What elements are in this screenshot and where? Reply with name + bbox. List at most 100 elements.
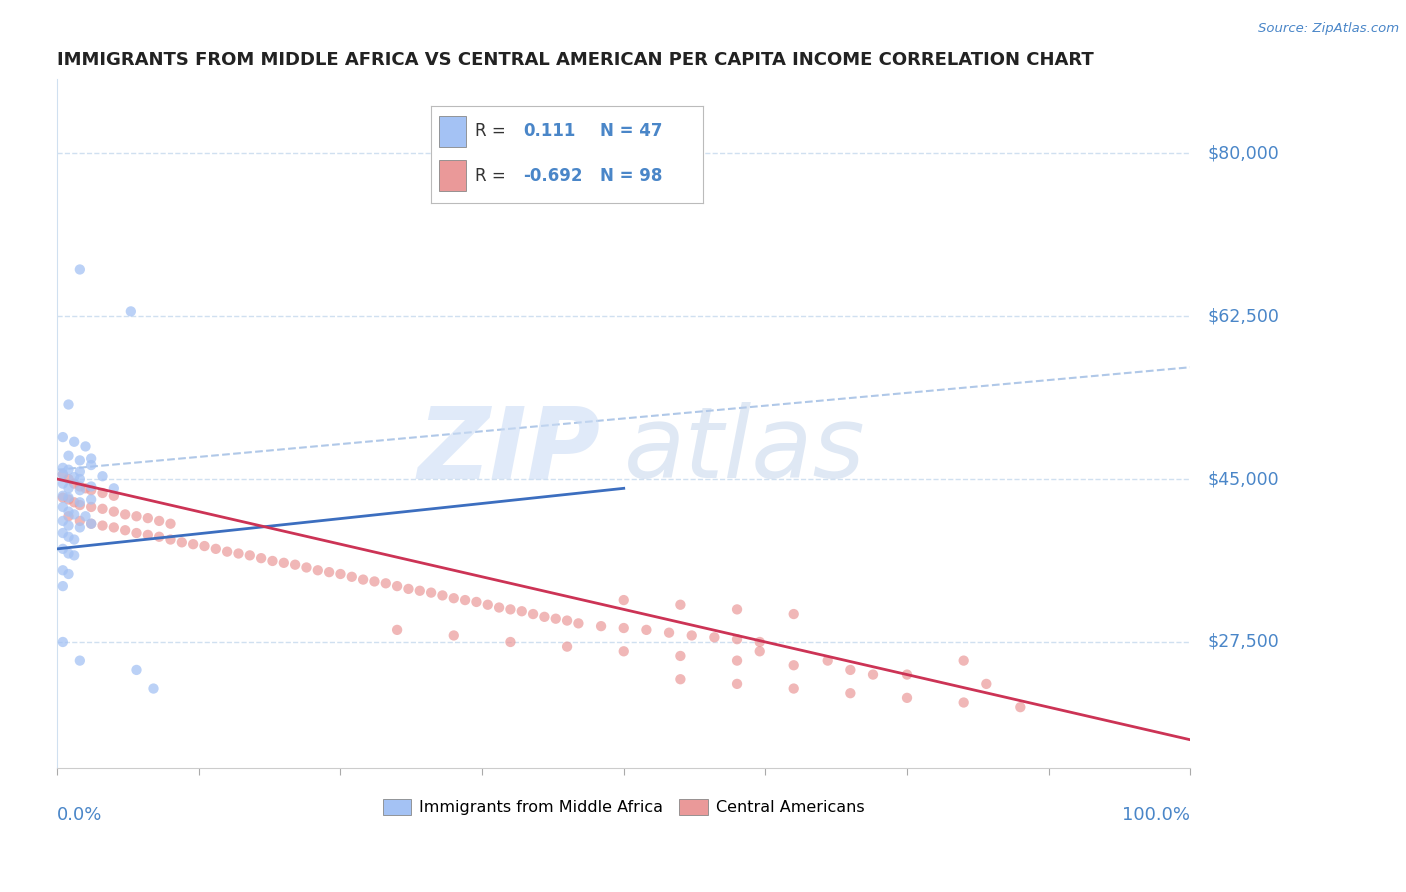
Point <box>374 576 396 591</box>
Point <box>52 500 75 514</box>
Point <box>58 492 80 507</box>
Point <box>52 460 75 475</box>
Point <box>52 635 75 649</box>
Point <box>318 565 340 579</box>
Point <box>58 472 80 486</box>
Point <box>613 644 636 658</box>
Point <box>80 492 103 507</box>
Point <box>114 523 136 537</box>
Point <box>58 530 80 544</box>
Point <box>125 526 148 541</box>
Point <box>58 463 80 477</box>
Point <box>658 625 681 640</box>
Point <box>69 479 91 493</box>
Point <box>103 489 125 503</box>
Point <box>817 654 839 668</box>
Point <box>80 483 103 498</box>
Text: Source: ZipAtlas.com: Source: ZipAtlas.com <box>1258 22 1399 36</box>
Point <box>120 304 142 318</box>
Point <box>725 602 748 616</box>
Point <box>80 479 103 493</box>
Text: $62,500: $62,500 <box>1208 307 1279 325</box>
Point <box>58 449 80 463</box>
Point <box>52 541 75 556</box>
Text: 0.0%: 0.0% <box>58 805 103 823</box>
Text: 100.0%: 100.0% <box>1122 805 1191 823</box>
Point <box>555 640 578 654</box>
Point <box>75 439 97 453</box>
Legend: Immigrants from Middle Africa, Central Americans: Immigrants from Middle Africa, Central A… <box>377 793 872 822</box>
Point <box>329 566 352 581</box>
Point <box>363 574 385 589</box>
Point <box>522 607 544 621</box>
Point <box>669 648 692 663</box>
Point <box>80 516 103 531</box>
Point <box>352 573 374 587</box>
Point <box>170 535 193 549</box>
Point <box>181 537 204 551</box>
Point <box>52 563 75 577</box>
Text: atlas: atlas <box>624 402 865 500</box>
Point <box>839 686 862 700</box>
Point <box>669 598 692 612</box>
Point <box>69 453 91 467</box>
Point <box>567 616 589 631</box>
Point <box>432 589 454 603</box>
Point <box>159 516 181 531</box>
Point <box>125 663 148 677</box>
Point <box>896 690 918 705</box>
Text: ZIP: ZIP <box>418 402 602 500</box>
Point <box>159 533 181 547</box>
Point <box>262 554 284 568</box>
Point <box>239 549 262 563</box>
Point <box>385 579 408 593</box>
Point <box>91 501 114 516</box>
Text: $27,500: $27,500 <box>1208 633 1279 651</box>
Point <box>952 654 974 668</box>
Point <box>91 486 114 500</box>
Point <box>273 556 295 570</box>
Point <box>136 528 159 542</box>
Point <box>80 500 103 514</box>
Point <box>896 667 918 681</box>
Point <box>783 607 806 621</box>
Point <box>69 472 91 486</box>
Point <box>69 654 91 668</box>
Point <box>69 514 91 528</box>
Point <box>69 483 91 498</box>
Point <box>58 481 80 495</box>
Point <box>783 681 806 696</box>
Point <box>465 595 488 609</box>
Text: $80,000: $80,000 <box>1208 145 1279 162</box>
Point <box>228 547 250 561</box>
Point <box>103 481 125 495</box>
Point <box>420 585 443 599</box>
Point <box>52 491 75 505</box>
Text: $45,000: $45,000 <box>1208 470 1279 488</box>
Point <box>136 511 159 525</box>
Point <box>63 508 86 522</box>
Point <box>510 604 533 618</box>
Point <box>69 498 91 512</box>
Point <box>477 598 499 612</box>
Point <box>250 551 273 566</box>
Point <box>52 526 75 541</box>
Point <box>63 495 86 509</box>
Point <box>398 582 420 596</box>
Point <box>52 514 75 528</box>
Point <box>443 628 465 642</box>
Point <box>69 262 91 277</box>
Point <box>52 476 75 491</box>
Point <box>748 635 770 649</box>
Point <box>52 467 75 482</box>
Point <box>63 434 86 449</box>
Point <box>148 514 170 528</box>
Point <box>142 681 165 696</box>
Point <box>533 610 555 624</box>
Point <box>591 619 613 633</box>
Point <box>669 672 692 686</box>
Point <box>636 623 658 637</box>
Point <box>114 508 136 522</box>
Point <box>58 547 80 561</box>
Point <box>555 614 578 628</box>
